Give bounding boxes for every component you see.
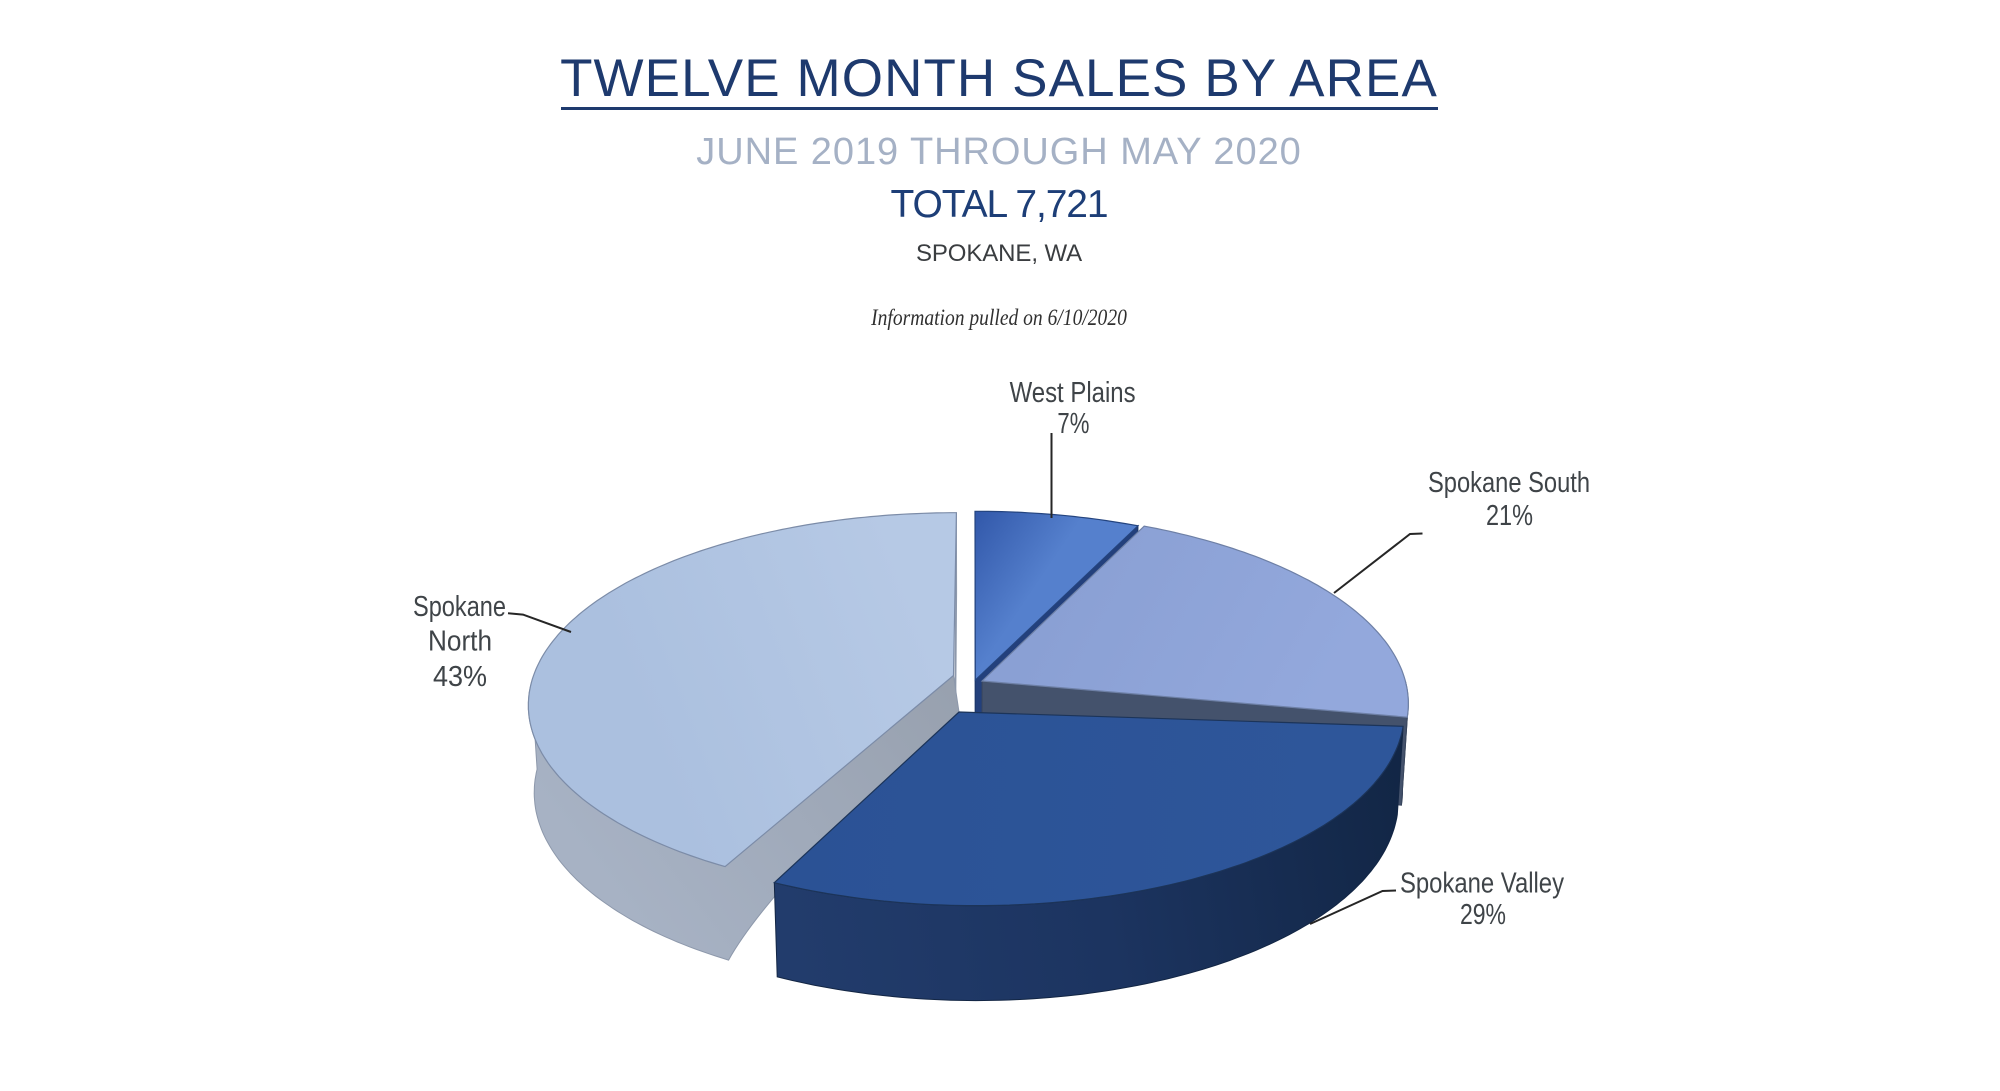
svg-text:Spokane South: Spokane South <box>1428 467 1590 499</box>
svg-text:Spokane: Spokane <box>413 591 506 623</box>
svg-text:West Plains: West Plains <box>1010 377 1136 409</box>
svg-text:7%: 7% <box>1057 408 1089 440</box>
svg-text:43%: 43% <box>433 661 487 693</box>
svg-text:29%: 29% <box>1460 899 1506 931</box>
svg-text:21%: 21% <box>1486 500 1533 532</box>
svg-text:Spokane Valley: Spokane Valley <box>1400 868 1564 900</box>
svg-text:North: North <box>428 625 492 657</box>
